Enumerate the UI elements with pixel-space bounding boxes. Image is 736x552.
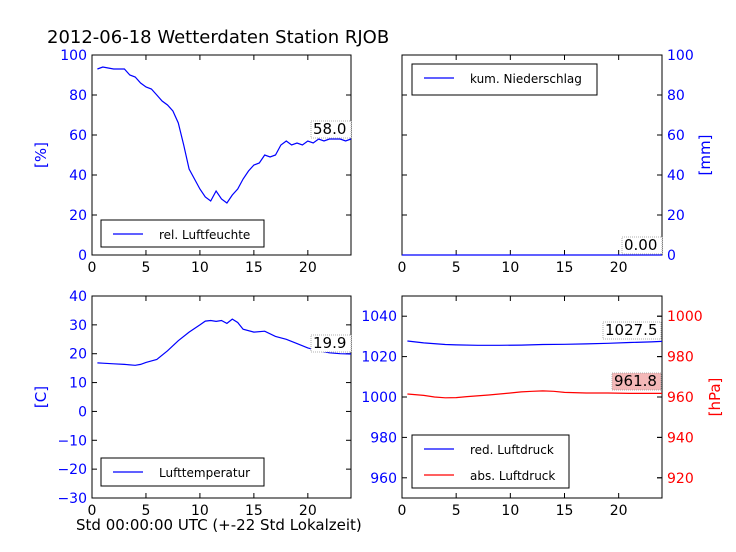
y-tick-label: 60: [69, 128, 87, 144]
y-tick-label-right: 960: [667, 390, 694, 406]
y-axis-label: [mm]: [696, 135, 714, 176]
x-tick-label: 10: [191, 503, 209, 519]
y-tick-label: 0: [78, 248, 87, 264]
panel-pressure: 0 5 10 15 20 960 980 1000 1020 1040 920 940 960 980 10…: [361, 295, 724, 519]
y-tick-label-right: 980: [667, 350, 694, 366]
figure-title: 2012-06-18 Wetterdaten Station RJOB: [47, 27, 390, 48]
panel-precip: 0 5 10 15 20 0 20 40 60 80 100 [mm] kum. Niederschla…: [398, 48, 714, 276]
panel-temperature: 0 5 10 15 20 −30 −20 −10 0 10 20 30 40 [C] Lufttempera…: [32, 289, 352, 519]
plot-frame: [91, 295, 352, 499]
x-tick-label: 5: [141, 260, 150, 276]
value-annotation-box: [611, 372, 662, 391]
x-tick-label: 10: [191, 260, 209, 276]
y-axis-label: [C]: [32, 386, 50, 408]
y-tick-label: 980: [370, 430, 397, 446]
x-tick-label: 0: [88, 503, 97, 519]
legend-label: abs. Luftdruck: [470, 469, 555, 483]
y-tick-label: 20: [69, 208, 87, 224]
y-tick-label: 960: [370, 471, 397, 487]
x-tick-label: 5: [452, 260, 461, 276]
value-annotation-box: [621, 236, 663, 255]
value-annotation: 19.9: [313, 334, 346, 352]
x-tick-label: 0: [398, 260, 407, 276]
y-tick-label: −30: [57, 491, 87, 507]
x-tick-label: 20: [610, 503, 628, 519]
y-tick-label: 1020: [361, 350, 397, 366]
y-tick-label: 0: [667, 248, 676, 264]
value-annotation-box: [310, 334, 352, 353]
y-tick-label: 1000: [361, 390, 397, 406]
y-tick-label: 1040: [361, 309, 397, 325]
legend-box: [411, 63, 598, 96]
value-annotation: 0.00: [624, 236, 657, 254]
legend-label: red. Luftdruck: [470, 443, 554, 457]
x-tick-label: 15: [245, 260, 263, 276]
x-tick-label: 5: [452, 503, 461, 519]
y-tick-label: 10: [69, 376, 87, 392]
x-tick-label: 20: [299, 260, 317, 276]
y-tick-label-right: 940: [667, 430, 694, 446]
value-annotation-box: [602, 321, 662, 340]
y-axis-label: [%]: [32, 142, 50, 168]
y-tick-label-right: 1000: [667, 309, 703, 325]
value-annotation: 961.8: [614, 372, 657, 390]
panel-humidity: 0 5 10 15 20 0 20 40 60 80 100 [%] rel. Luftfeuchte 5…: [32, 48, 352, 276]
figure-xlabel: Std 00:00:00 UTC (+-22 Std Lokalzeit): [76, 516, 362, 534]
legend-box: [411, 434, 570, 489]
y-tick-label-right: 920: [667, 471, 694, 487]
series-line-red--luftdruck: [407, 340, 663, 346]
x-tick-label: 20: [610, 260, 628, 276]
series-line-rel--luftfeuchte: [97, 66, 352, 204]
y-tick-label: 100: [667, 48, 694, 64]
series-line-abs--luftdruck: [407, 390, 662, 399]
y-tick-label: 30: [69, 318, 87, 334]
y-tick-label: 0: [78, 404, 87, 420]
y-tick-label: 20: [69, 347, 87, 363]
y-tick-label: 20: [667, 208, 685, 224]
x-tick-label: 20: [299, 503, 317, 519]
y-tick-label: 80: [69, 88, 87, 104]
x-tick-label: 10: [501, 503, 519, 519]
value-annotation: 58.0: [313, 120, 346, 138]
legend-label: kum. Niederschlag: [470, 72, 582, 86]
x-tick-label: 15: [556, 503, 574, 519]
y-tick-label: 60: [667, 128, 685, 144]
y-tick-label: 80: [667, 88, 685, 104]
legend-label: Lufttemperatur: [159, 466, 250, 480]
y-tick-label: −20: [57, 462, 87, 478]
x-tick-label: 15: [556, 260, 574, 276]
y-tick-label: 100: [60, 48, 87, 64]
plot-frame: [91, 54, 352, 256]
legend-label: rel. Luftfeuchte: [159, 228, 250, 242]
x-tick-label: 5: [141, 503, 150, 519]
x-tick-label: 15: [245, 503, 263, 519]
y-tick-label: 40: [69, 289, 87, 305]
x-tick-label: 0: [88, 260, 97, 276]
y-tick-label: −10: [57, 433, 87, 449]
x-tick-label: 10: [501, 260, 519, 276]
value-annotation-box: [310, 120, 352, 139]
x-tick-label: 0: [398, 503, 407, 519]
series-line-lufttemperatur: [97, 318, 352, 366]
y-tick-label: 40: [667, 168, 685, 184]
value-annotation: 1027.5: [605, 321, 658, 339]
y-axis-label-right: [hPa]: [706, 378, 724, 417]
y-tick-label: 40: [69, 168, 87, 184]
